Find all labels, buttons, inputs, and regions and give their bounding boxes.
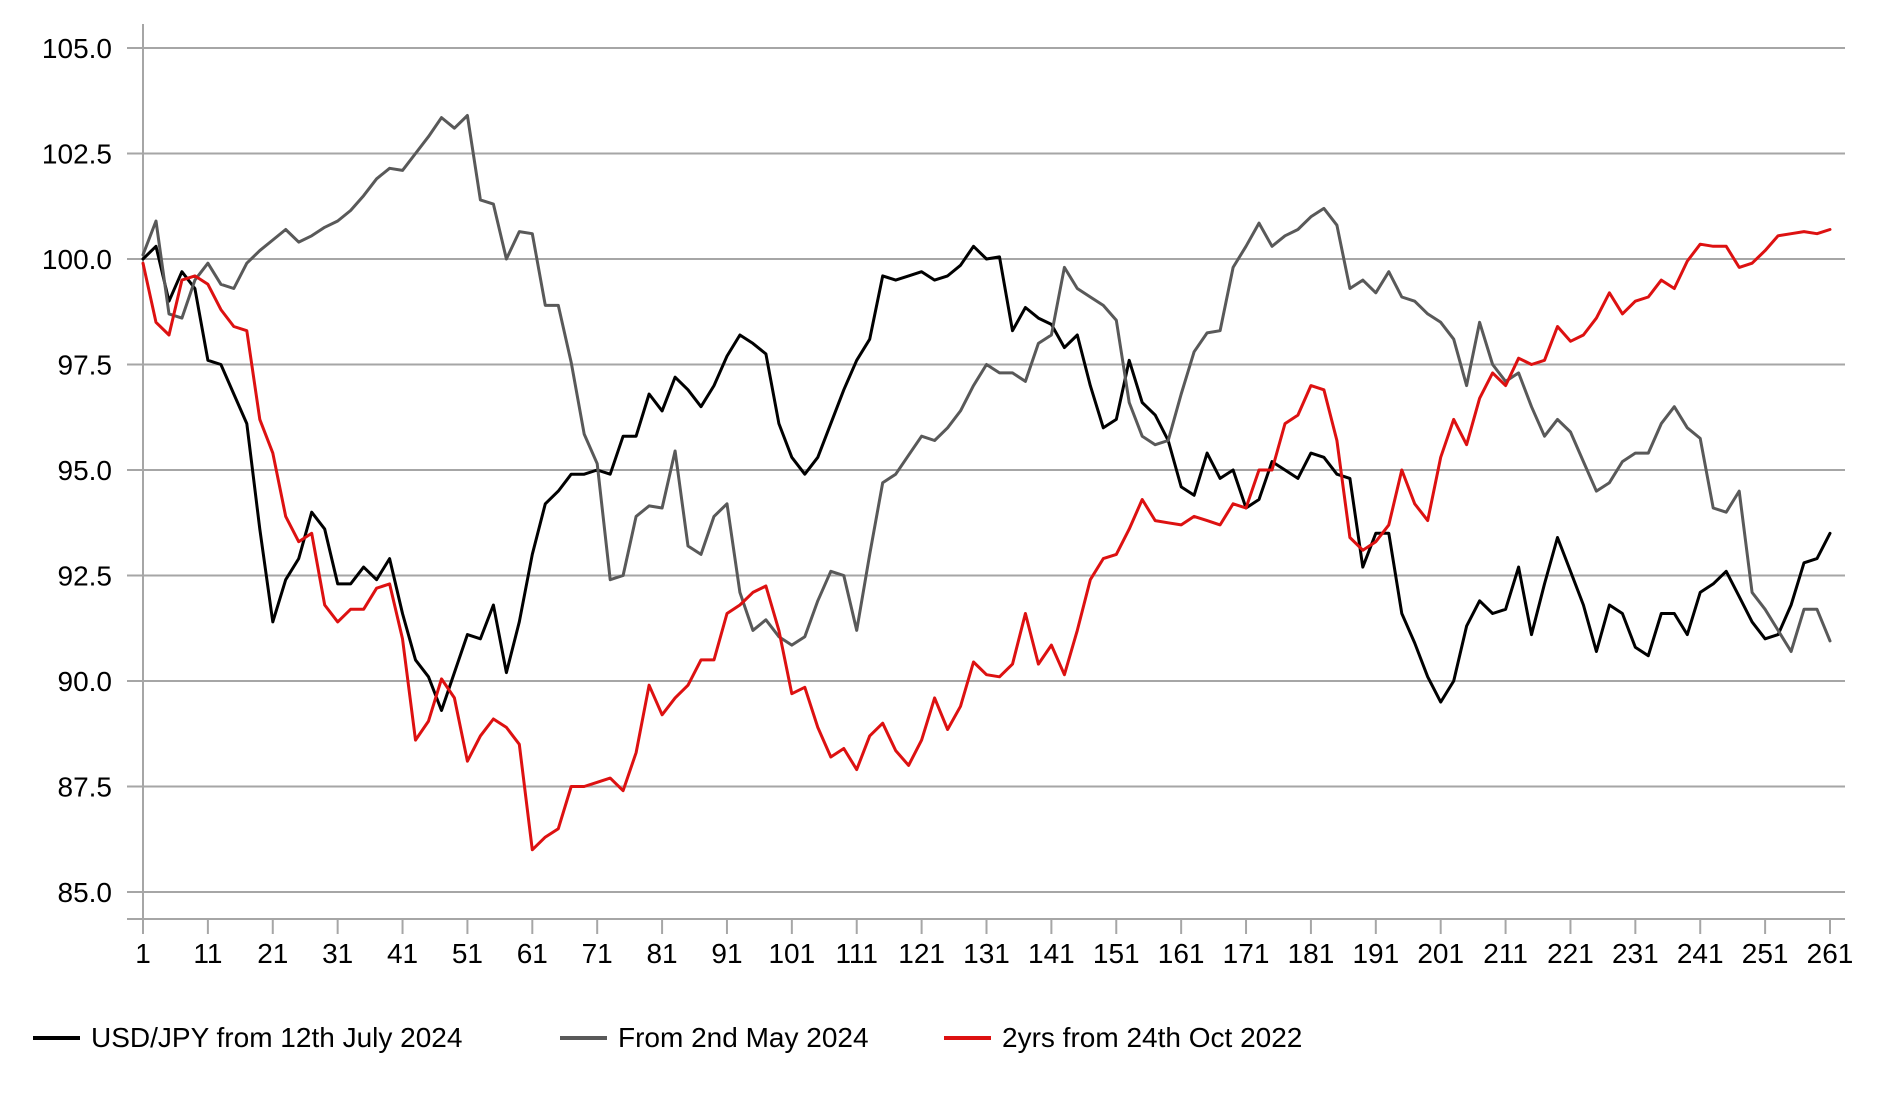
x-tick-label: 1 bbox=[135, 938, 151, 969]
x-tick-label: 221 bbox=[1547, 938, 1594, 969]
y-tick-label: 97.5 bbox=[58, 350, 113, 381]
y-tick-label: 95.0 bbox=[58, 455, 113, 486]
y-tick-label: 85.0 bbox=[58, 877, 113, 908]
y-tick-label: 90.0 bbox=[58, 666, 113, 697]
x-tick-label: 41 bbox=[387, 938, 418, 969]
legend-label: USD/JPY from 12th July 2024 bbox=[91, 1022, 463, 1053]
series-line-0 bbox=[141, 244, 1832, 712]
x-tick-label: 71 bbox=[582, 938, 613, 969]
legend-label: From 2nd May 2024 bbox=[618, 1022, 869, 1053]
legend-label: 2yrs from 24th Oct 2022 bbox=[1002, 1022, 1303, 1053]
x-tick-label: 251 bbox=[1742, 938, 1789, 969]
legend-line-swatch-red bbox=[944, 1036, 991, 1040]
x-tick-label: 121 bbox=[898, 938, 945, 969]
y-tick-label: 105.0 bbox=[42, 33, 112, 64]
x-tick-label: 11 bbox=[193, 938, 222, 969]
x-tick-label: 171 bbox=[1223, 938, 1270, 969]
series-line-1 bbox=[141, 114, 1832, 653]
x-tick-label: 201 bbox=[1417, 938, 1464, 969]
x-tick-label: 101 bbox=[768, 938, 815, 969]
legend-line-swatch-black bbox=[33, 1036, 80, 1040]
x-tick-label: 81 bbox=[646, 938, 677, 969]
x-tick-label: 91 bbox=[711, 938, 742, 969]
x-tick-label: 181 bbox=[1288, 938, 1335, 969]
x-tick-label: 61 bbox=[517, 938, 548, 969]
legend-item-usdjpy-12th-july: USD/JPY from 12th July 2024 bbox=[33, 1018, 462, 1058]
legend-line-swatch-gray bbox=[560, 1036, 607, 1040]
y-tick-label: 87.5 bbox=[58, 772, 113, 803]
legend-item-from-2nd-may: From 2nd May 2024 bbox=[560, 1018, 869, 1058]
x-tick-label: 151 bbox=[1093, 938, 1140, 969]
y-tick-label: 92.5 bbox=[58, 561, 113, 592]
x-tick-label: 141 bbox=[1028, 938, 1075, 969]
x-tick-label: 241 bbox=[1677, 938, 1724, 969]
x-tick-label: 211 bbox=[1483, 938, 1528, 969]
x-tick-label: 131 bbox=[963, 938, 1010, 969]
x-tick-label: 261 bbox=[1807, 938, 1854, 969]
y-tick-label: 102.5 bbox=[42, 139, 112, 170]
legend: USD/JPY from 12th July 2024 From 2nd May… bbox=[0, 1018, 1883, 1062]
x-tick-label: 111 bbox=[835, 938, 878, 969]
legend-item-2yrs-from-24th-oct: 2yrs from 24th Oct 2022 bbox=[944, 1018, 1302, 1058]
series-line-2 bbox=[141, 228, 1832, 852]
x-tick-label: 21 bbox=[257, 938, 288, 969]
x-tick-label: 51 bbox=[452, 938, 483, 969]
x-tick-label: 191 bbox=[1352, 938, 1399, 969]
y-tick-label: 100.0 bbox=[42, 244, 112, 275]
x-tick-label: 231 bbox=[1612, 938, 1659, 969]
x-tick-label: 161 bbox=[1158, 938, 1205, 969]
x-tick-label: 31 bbox=[322, 938, 353, 969]
